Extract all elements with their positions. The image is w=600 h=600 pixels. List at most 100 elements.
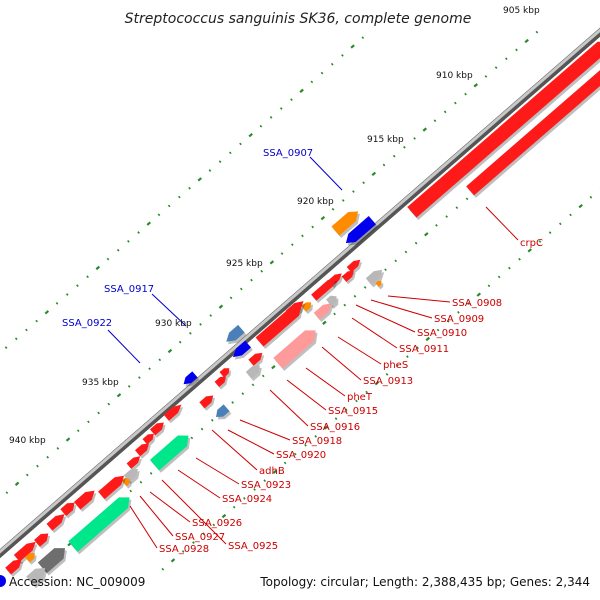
tick-mark — [241, 392, 245, 396]
accession-marker-icon — [0, 575, 6, 587]
tick-mark — [457, 311, 460, 314]
tick-mark — [362, 181, 365, 185]
tick-mark — [538, 240, 542, 243]
tick-mark — [146, 221, 152, 226]
tick-mark — [352, 190, 355, 193]
tick-mark — [218, 160, 222, 164]
tick-mark — [251, 383, 255, 387]
tick-mark — [413, 137, 416, 140]
tick-mark — [218, 304, 224, 309]
tick-mark — [535, 30, 539, 34]
tick-mark — [341, 54, 344, 57]
gene-feature — [34, 533, 49, 547]
tick-mark — [14, 337, 18, 341]
gene-feature — [466, 70, 600, 196]
gene-feature — [149, 422, 164, 436]
gene-label-SSA_0926: SSA_0926 — [192, 518, 242, 529]
tick-mark — [589, 195, 593, 199]
tick-mark — [515, 48, 518, 52]
callout-line — [177, 469, 221, 499]
tick-mark — [14, 481, 20, 486]
gene-feature — [226, 324, 245, 342]
gene-label-SSA_0917: SSA_0917 — [104, 284, 154, 295]
gene-label-SSA_0910: SSA_0910 — [417, 328, 467, 339]
tick-mark — [548, 231, 552, 235]
kbp-label-915: 915 kbp — [367, 135, 404, 145]
gene-label-adhB: adhB — [259, 466, 285, 477]
tick-mark — [374, 381, 380, 386]
callout-line — [337, 336, 382, 365]
tick-mark — [385, 373, 389, 376]
gene-feature — [68, 497, 130, 552]
tick-mark — [487, 284, 491, 288]
tick-mark — [167, 348, 173, 354]
kbp-label-905: 905 kbp — [503, 6, 540, 16]
tick-mark — [310, 80, 314, 84]
tick-mark — [290, 98, 293, 102]
tick-mark — [97, 411, 100, 415]
tick-mark — [188, 186, 191, 190]
tick-mark — [76, 429, 80, 433]
tick-mark — [158, 358, 162, 362]
tick-mark — [504, 57, 508, 61]
tick-mark — [161, 567, 165, 571]
callout-line — [195, 457, 240, 485]
gene-feature — [407, 41, 600, 218]
tick-mark — [87, 420, 90, 424]
tick-mark — [259, 124, 263, 128]
forward-gene-labels: crpC SSA_0908 SSA_0909 SSA_0910 SSA_0911… — [159, 238, 543, 555]
tick-mark — [279, 107, 283, 110]
gene-label-SSA_0915: SSA_0915 — [328, 406, 378, 417]
tick-mark — [228, 151, 232, 155]
tick-mark — [395, 364, 399, 367]
tick-mark — [361, 36, 365, 40]
tick-mark — [250, 278, 253, 282]
tick-mark — [86, 275, 89, 279]
gene-label-SSA_0920: SSA_0920 — [276, 450, 326, 461]
gene-feature — [199, 395, 214, 409]
kbp-label-940: 940 kbp — [9, 436, 46, 446]
tick-mark — [422, 127, 428, 132]
label-callout-lines — [107, 156, 519, 549]
gene-feature — [331, 211, 359, 236]
gene-feature — [121, 478, 130, 487]
tick-mark — [371, 171, 377, 176]
tick-mark — [455, 206, 459, 210]
tick-mark — [261, 374, 265, 378]
tick-mark — [137, 231, 140, 234]
tick-mark — [527, 248, 532, 253]
gene-feature — [214, 376, 226, 388]
tick-mark — [229, 296, 233, 300]
tick-mark — [269, 116, 273, 119]
kbp-label-910: 910 kbp — [436, 71, 473, 81]
tick-mark — [382, 163, 386, 167]
gene-label-SSA_0924: SSA_0924 — [222, 494, 272, 505]
tick-mark — [199, 323, 202, 326]
callout-line — [129, 505, 158, 549]
tick-mark — [436, 328, 440, 332]
callout-line — [485, 206, 519, 241]
tick-mark — [355, 399, 358, 403]
gene-feature — [345, 216, 376, 244]
gene-feature — [245, 365, 261, 379]
tick-mark — [290, 243, 294, 247]
tick-mark — [299, 88, 304, 93]
tick-mark — [55, 301, 59, 305]
tick-mark — [212, 523, 216, 527]
gene-label-pheT: pheT — [347, 392, 373, 403]
tick-mark — [304, 443, 307, 447]
gene-feature — [163, 404, 182, 421]
gene-feature — [341, 270, 354, 282]
tick-mark — [271, 364, 276, 370]
tick-mark — [569, 213, 572, 217]
tick-mark — [280, 252, 284, 255]
tick-mark — [239, 287, 243, 291]
gene-feature — [126, 456, 141, 469]
tick-mark — [5, 491, 9, 495]
tick-mark — [518, 257, 521, 261]
tick-mark — [301, 234, 304, 238]
gene-label-SSA_0916: SSA_0916 — [310, 422, 360, 433]
map-title: Streptococcus sanguinis SK36, complete g… — [125, 11, 472, 27]
gene-label-SSA_0913: SSA_0913 — [363, 376, 413, 387]
